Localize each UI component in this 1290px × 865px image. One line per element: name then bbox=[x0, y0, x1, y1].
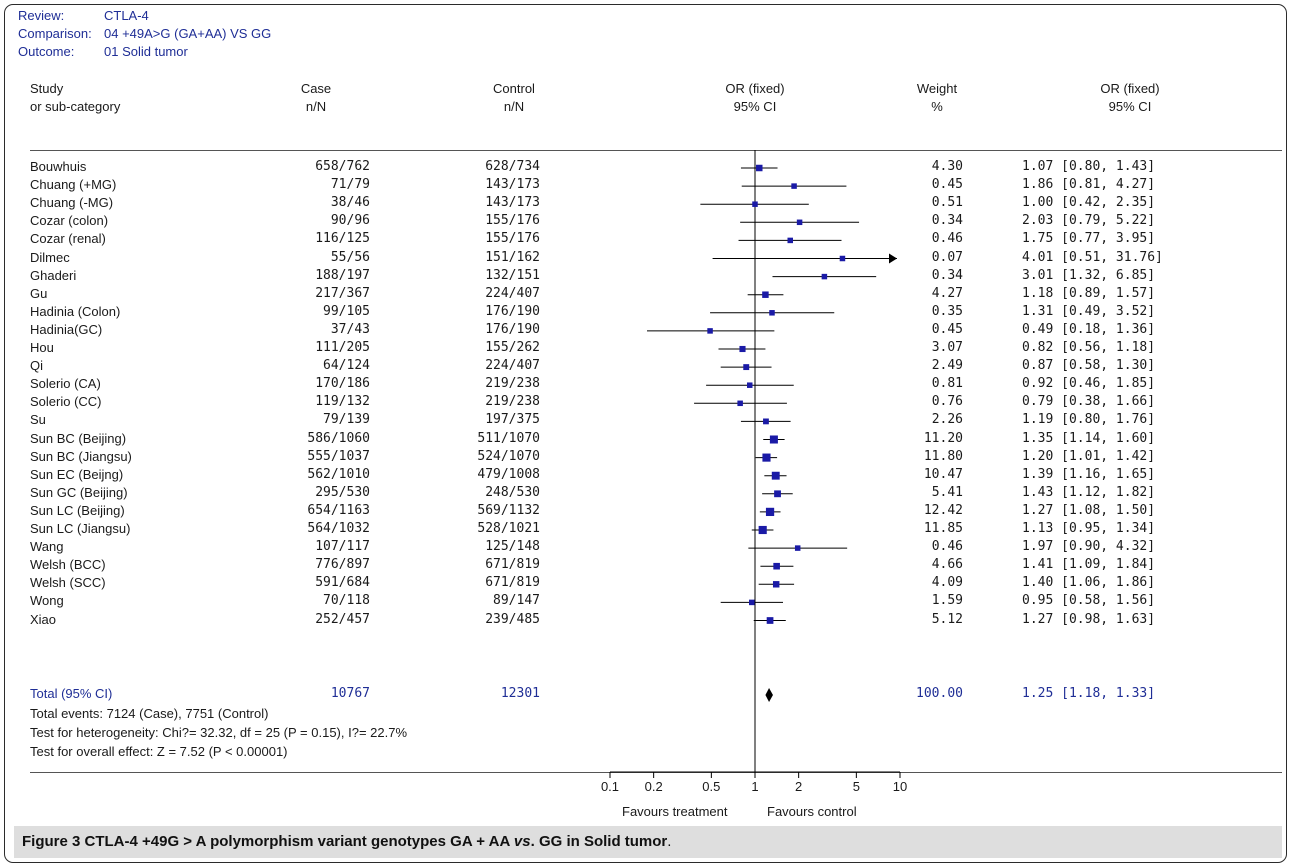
or-marker bbox=[770, 435, 778, 443]
or-marker bbox=[759, 526, 767, 534]
x-tick-label: 0.5 bbox=[702, 779, 720, 794]
caption-tail: . bbox=[667, 833, 671, 850]
or-marker bbox=[766, 508, 774, 516]
or-marker bbox=[773, 563, 780, 570]
or-marker bbox=[791, 183, 797, 189]
or-marker bbox=[787, 238, 793, 244]
or-marker bbox=[756, 165, 762, 171]
or-marker bbox=[739, 346, 745, 352]
x-tick-label: 10 bbox=[893, 779, 907, 794]
or-marker bbox=[774, 490, 781, 497]
or-marker bbox=[707, 328, 713, 334]
or-marker bbox=[752, 201, 758, 207]
or-marker bbox=[743, 364, 749, 370]
caption-italic: vs bbox=[514, 833, 531, 850]
or-marker bbox=[797, 220, 803, 226]
ci-arrow bbox=[889, 254, 897, 264]
pooled-diamond bbox=[765, 688, 773, 702]
favours-control-label: Favours control bbox=[767, 804, 857, 819]
x-tick-label: 0.1 bbox=[601, 779, 619, 794]
or-marker bbox=[747, 382, 753, 388]
or-marker bbox=[772, 472, 780, 480]
or-marker bbox=[769, 310, 775, 316]
or-marker bbox=[763, 418, 769, 424]
or-marker bbox=[773, 581, 779, 587]
or-marker bbox=[762, 291, 768, 297]
caption-bold: Figure 3 CTLA-4 +49G > A polymorphism va… bbox=[22, 833, 514, 850]
or-marker bbox=[795, 545, 801, 551]
figure-caption: Figure 3 CTLA-4 +49G > A polymorphism va… bbox=[14, 826, 1282, 858]
x-tick-label: 1 bbox=[751, 779, 758, 794]
x-tick-label: 2 bbox=[795, 779, 802, 794]
or-marker bbox=[767, 617, 774, 624]
or-marker bbox=[840, 256, 846, 262]
x-tick-label: 5 bbox=[853, 779, 860, 794]
caption-bold-end: . GG in Solid tumor bbox=[531, 833, 668, 850]
x-tick-label: 0.2 bbox=[645, 779, 663, 794]
or-marker bbox=[737, 401, 743, 407]
favours-treatment-label: Favours treatment bbox=[622, 804, 728, 819]
or-marker bbox=[749, 600, 755, 606]
or-marker bbox=[822, 274, 828, 280]
or-marker bbox=[762, 454, 770, 462]
